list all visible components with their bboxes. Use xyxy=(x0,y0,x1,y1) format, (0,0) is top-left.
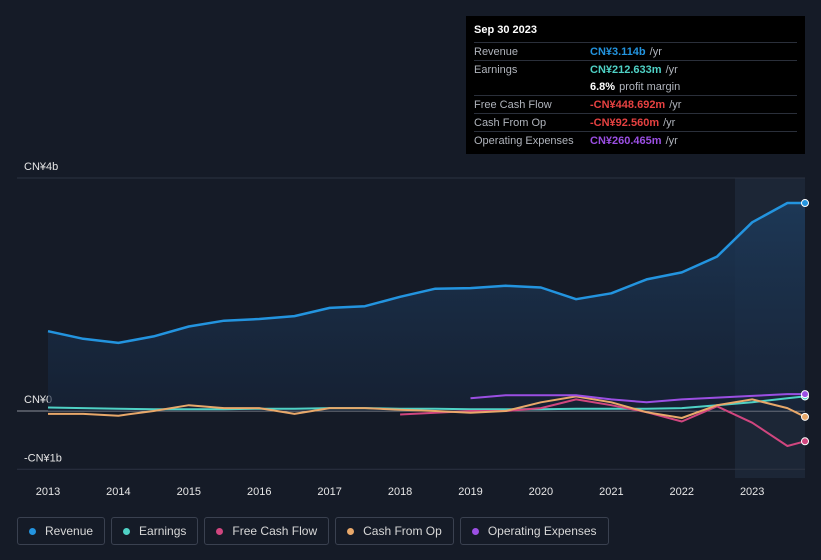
legend-label: Cash From Op xyxy=(363,524,442,538)
tooltip-label: Operating Expenses xyxy=(474,134,574,147)
legend-item[interactable]: Revenue xyxy=(17,517,106,545)
tooltip-value: CN¥260.465m xyxy=(590,134,662,147)
legend-item[interactable]: Operating Expenses xyxy=(459,517,609,545)
legend-swatch xyxy=(123,527,131,535)
legend-swatch xyxy=(471,527,479,535)
x-tick-label: 2016 xyxy=(247,486,271,498)
x-tick-label: 2023 xyxy=(740,486,764,498)
tooltip-title: Sep 30 2023 xyxy=(474,24,537,36)
series-line xyxy=(470,393,805,404)
x-tick-label: 2021 xyxy=(599,486,623,498)
legend-swatch xyxy=(29,527,36,535)
tooltip-value: -CN¥92.560m xyxy=(590,116,660,129)
end-point xyxy=(801,199,809,208)
y-tick-label: -CN¥1b xyxy=(24,452,62,464)
tooltip-unit: /yr xyxy=(649,45,662,58)
end-point xyxy=(801,390,809,399)
tooltip-label: Earnings xyxy=(474,63,518,76)
series-line xyxy=(48,395,806,419)
tooltip-row: Revenue CN¥3.114b/yr xyxy=(474,42,797,60)
tooltip: Sep 30 2023 Revenue CN¥3.114b/yr Earnings C… xyxy=(466,16,805,154)
x-tick-label: 2014 xyxy=(106,486,130,498)
x-tick-label: 2019 xyxy=(458,486,482,498)
x-tick-label: 2022 xyxy=(670,486,694,498)
margin-label: profit margin xyxy=(619,80,681,93)
legend-swatch xyxy=(216,527,224,535)
legend-swatch xyxy=(347,527,355,535)
x-tick-label: 2013 xyxy=(36,486,60,498)
tooltip-row: 6.8% profit margin xyxy=(474,78,797,95)
tooltip-unit: /yr xyxy=(665,134,678,147)
tooltip-label: Free Cash Flow xyxy=(474,98,552,111)
legend: Revenue Earnings Free Cash Flow Cash From O… xyxy=(17,517,609,545)
x-tick-label: 2020 xyxy=(529,486,553,498)
legend-label: Operating Expenses xyxy=(487,524,597,538)
legend-item[interactable]: Cash From Op xyxy=(335,517,454,545)
tooltip-row: Cash From Op -CN¥92.560m/yr xyxy=(474,113,797,131)
y-tick-label: CN¥4b xyxy=(24,161,58,173)
legend-label: Free Cash Flow xyxy=(232,524,318,538)
y-tick-label: CN¥0 xyxy=(24,394,52,406)
x-tick-label: 2018 xyxy=(388,486,412,498)
legend-item[interactable]: Free Cash Flow xyxy=(204,517,330,545)
tooltip-value: CN¥212.633m xyxy=(590,63,662,76)
tooltip-row: Operating Expenses CN¥260.465m/yr xyxy=(474,131,797,149)
margin-value: 6.8% xyxy=(590,80,616,93)
end-point xyxy=(801,437,809,446)
tooltip-rows: Revenue CN¥3.114b/yr Earnings CN¥212.633m/y… xyxy=(474,42,797,149)
tooltip-label: Cash From Op xyxy=(474,116,547,129)
tooltip-value: -CN¥448.692m xyxy=(590,98,666,111)
tooltip-unit: /yr xyxy=(669,98,682,111)
revenue-area xyxy=(47,203,806,412)
x-tick-label: 2015 xyxy=(177,486,201,498)
series-line xyxy=(400,398,806,447)
series-line xyxy=(47,395,806,411)
tooltip-value: CN¥3.114b xyxy=(590,45,646,58)
tooltip-label: Revenue xyxy=(474,45,519,58)
series-line xyxy=(47,201,805,345)
tooltip-unit: /yr xyxy=(665,63,678,76)
legend-label: Revenue xyxy=(45,524,94,538)
tooltip-row: Free Cash Flow -CN¥448.692m/yr xyxy=(474,95,797,113)
legend-label: Earnings xyxy=(139,524,187,538)
tooltip-row: Earnings CN¥212.633m/yr xyxy=(474,60,797,78)
legend-item[interactable]: Earnings xyxy=(111,517,199,545)
end-point xyxy=(801,412,809,421)
x-tick-label: 2017 xyxy=(317,486,341,498)
tooltip-unit: /yr xyxy=(663,116,676,129)
